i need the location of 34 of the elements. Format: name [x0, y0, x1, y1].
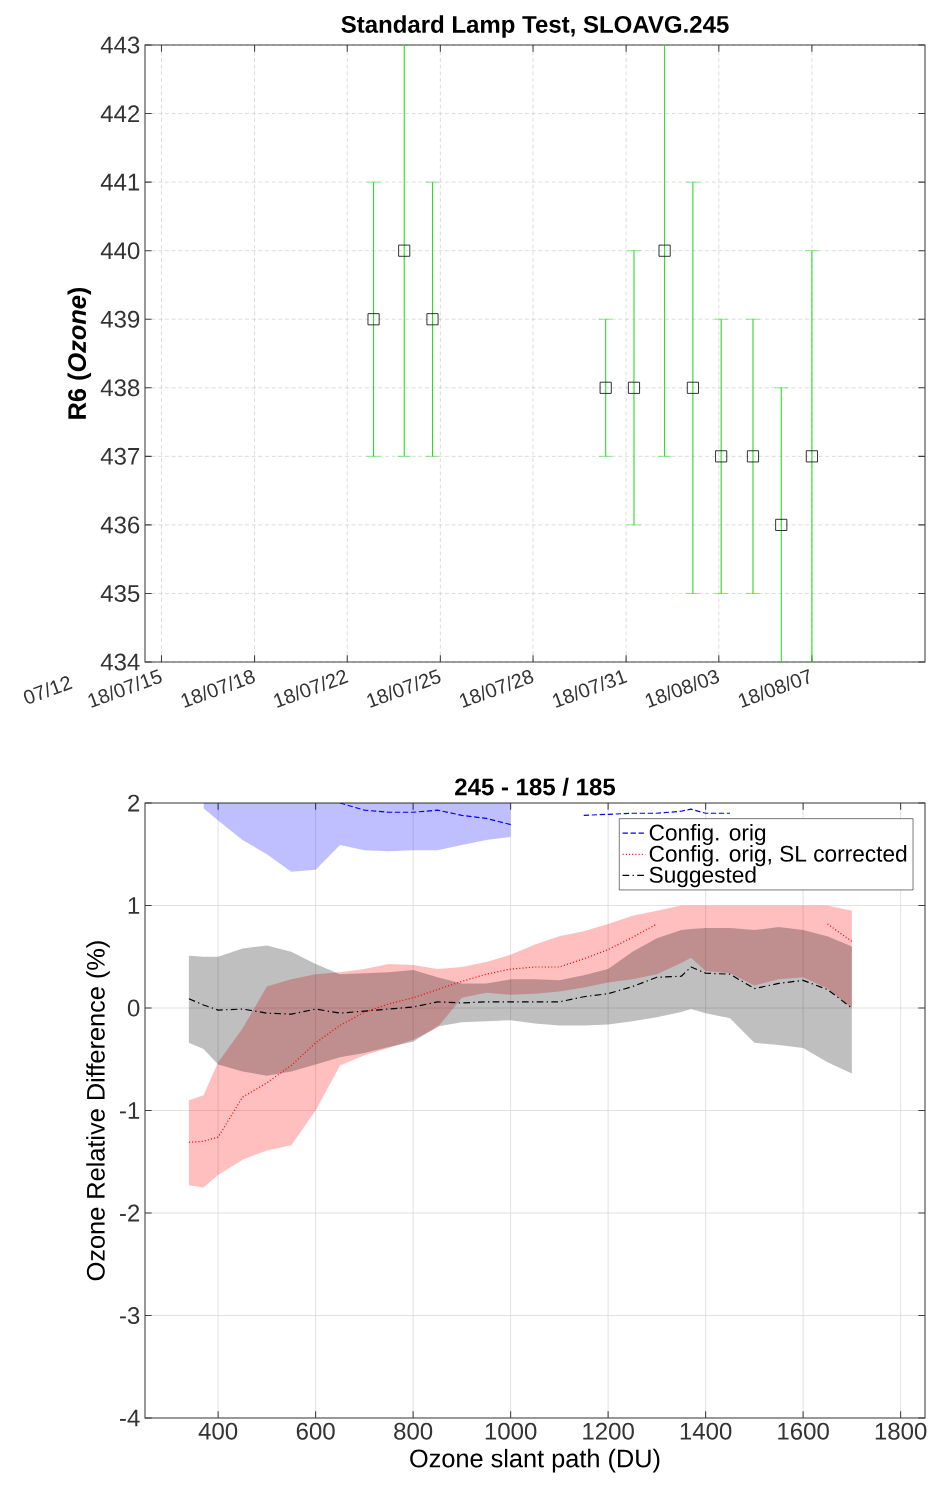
x-tick-label: 600	[296, 1422, 335, 1440]
y-tick-label: 2	[128, 794, 140, 812]
y-tick-label: 440	[100, 242, 140, 260]
y-axis-title: R6 (Ozone)	[67, 287, 92, 419]
legend-label: Suggested	[649, 866, 756, 888]
legend-label: Config. orig	[649, 824, 766, 846]
x-tick-label: 800	[394, 1422, 433, 1440]
chart-title: 245 - 185 / 185	[455, 777, 616, 796]
x-tick-label: 1400	[680, 1422, 732, 1440]
x-tick-label: 1200	[583, 1422, 634, 1440]
x-tick-label: 1800	[875, 1422, 927, 1440]
y-tick-label: -4	[120, 1409, 140, 1427]
y-tick-label: 435	[100, 584, 140, 602]
text: 07/12	[23, 676, 73, 704]
chart-title: Standard Lamp Test, SLOAVG.245	[341, 15, 729, 38]
y-tick-label: 439	[100, 310, 140, 328]
y-tick-label: 441	[100, 173, 140, 191]
y-tick-label: -1	[120, 1102, 140, 1119]
x-tick-label: 1000	[485, 1422, 537, 1440]
y-tick-label: 434	[100, 653, 140, 671]
y-axis-title: Ozone Relative Difference (%)	[86, 941, 110, 1281]
y-tick-label: 438	[100, 379, 140, 397]
y-tick-label: 436	[100, 516, 140, 534]
y-tick-label: -2	[120, 1204, 140, 1222]
y-tick-label: 1	[128, 897, 140, 914]
y-tick-label: 0	[127, 999, 140, 1017]
legend-label: Config. orig, SL corrected	[649, 845, 907, 867]
x-axis-title: Ozone slant path (DU)	[410, 1448, 660, 1473]
x-tick-label: 1600	[778, 1422, 829, 1440]
y-tick-label: 437	[100, 447, 140, 465]
x-tick-label: 400	[198, 1422, 238, 1440]
y-tick-label: -3	[120, 1307, 140, 1325]
y-tick-label: 442	[100, 105, 140, 122]
y-tick-label: 443	[100, 36, 140, 54]
